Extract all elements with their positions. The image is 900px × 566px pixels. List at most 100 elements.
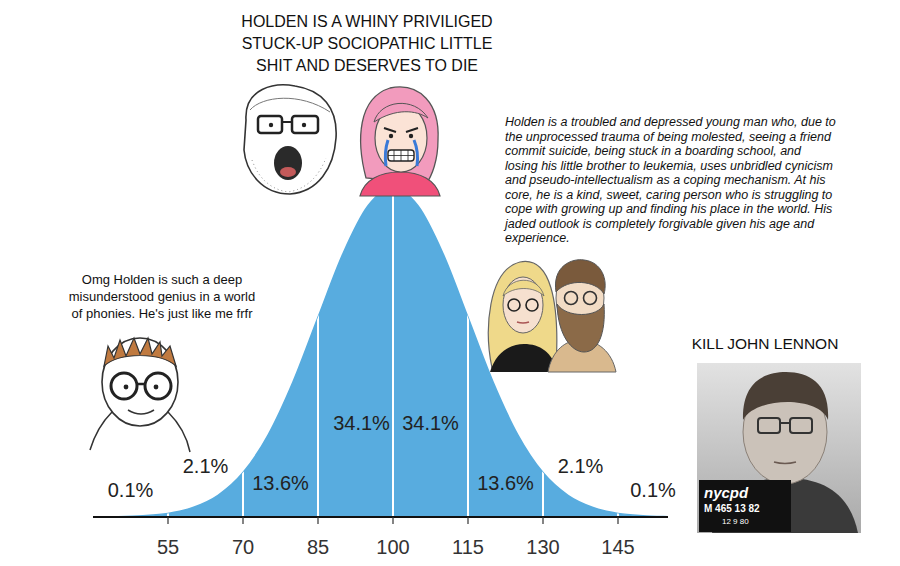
top-annotation: SHIT AND DESERVES TO DIE [256, 57, 478, 74]
nerd-glasses-bridge [137, 383, 145, 386]
mugshot-hair [743, 372, 828, 420]
soyjak-mouth [274, 146, 302, 180]
tick-label: 100 [376, 536, 409, 558]
tick-mark [617, 517, 618, 524]
tick-mark [317, 517, 318, 524]
tick-mark [242, 517, 243, 524]
right-annotation: core, he is a kind, sweet, caring person… [505, 188, 832, 202]
grid-line [242, 183, 244, 517]
tick-mark [467, 517, 468, 524]
soyjak-glasses-bridge [282, 121, 292, 123]
band-percent-label: 34.1% [402, 412, 459, 434]
right-annotation: jaded outlook is completely forgivable g… [503, 217, 815, 231]
man-glasses [584, 292, 597, 305]
tick-label: 70 [232, 536, 254, 558]
grid-line [467, 183, 469, 517]
tick-mark [167, 517, 168, 524]
pink-girl-teeth-lines [388, 150, 414, 161]
mugshot-placard [699, 480, 791, 532]
soyjak-stubble [252, 158, 326, 192]
left-annotation: misunderstood genius in a world [69, 289, 255, 304]
nerd-glasses-right [145, 373, 171, 399]
woman-mouth [517, 322, 529, 323]
tick-label: 55 [157, 536, 179, 558]
grid [168, 183, 618, 517]
nerd-head [102, 338, 178, 426]
pink-girl-tears [385, 140, 417, 166]
nerd-drawing [90, 338, 190, 452]
nerd-glasses-left [111, 373, 137, 399]
soyjak-brow [250, 98, 330, 112]
grid-line [392, 183, 394, 517]
mugshot-glasses [790, 418, 812, 433]
woman-glasses [508, 299, 520, 311]
bearded-man-drawing [548, 260, 616, 372]
curve-line [93, 188, 668, 517]
band-percent-label: 0.1% [108, 479, 154, 501]
top-annotation: STUCK-UP SOCIOPATHIC LITTLE [242, 35, 493, 52]
mugshot-glasses-bridge [780, 422, 790, 424]
left-annotation: of phonies. He's just like me frfr [72, 306, 254, 321]
pink-girl-drawing [360, 87, 440, 196]
mugshot-photo [697, 363, 861, 533]
soyjak-glasses-right [292, 116, 318, 133]
tick-label: 115 [452, 536, 484, 558]
mugshot-mouth [774, 462, 796, 464]
nerd-eye [124, 385, 129, 390]
tick-label: 85 [307, 536, 329, 558]
band-percent-label: 13.6% [252, 472, 309, 494]
pink-girl-shirt [360, 172, 440, 196]
top-annotation: HOLDEN IS A WHINY PRIVILIGED [241, 13, 492, 30]
right-annotation: experience. [505, 231, 570, 245]
soyjak-eye [269, 123, 273, 127]
man-glasses [565, 292, 578, 305]
x-axis-line [93, 516, 668, 518]
mugshot-placard-text: 12 9 80 [722, 517, 749, 526]
pink-girl-hair [361, 87, 438, 184]
right-annotation: losing his little brother to leukemia, u… [505, 159, 833, 173]
man-hair [555, 260, 605, 294]
band-percent-label: 0.1% [630, 479, 676, 501]
pink-girl-face [375, 104, 427, 172]
soyjak-tongue [280, 167, 296, 177]
grid-line [617, 183, 619, 517]
nerd-mouth [128, 410, 154, 414]
tick-mark [392, 517, 393, 524]
band-percent-label: 2.1% [558, 455, 604, 477]
pink-girl-bangs [374, 103, 428, 122]
left-annotation: Omg Holden is such a deep [82, 272, 242, 287]
tick-label: 145 [601, 536, 634, 558]
pink-girl-eye [389, 134, 393, 138]
woman-top [490, 344, 558, 372]
mugshot-background [697, 363, 861, 533]
woman-glasses [526, 299, 538, 311]
pink-girl-brows [384, 128, 418, 132]
soyjak-head [244, 85, 336, 194]
tick-label: 130 [526, 536, 559, 558]
soyjak-glasses-left [258, 116, 282, 133]
blonde-woman-drawing [488, 261, 558, 372]
band-percent-label: 2.1% [183, 455, 229, 477]
soyjak-eye [302, 123, 306, 127]
far-right-annotation: KILL JOHN LENNON [692, 335, 839, 352]
plot-area [93, 183, 668, 517]
band-percent-label: 34.1% [333, 412, 390, 434]
nerd-eye [154, 385, 159, 390]
chart: 55 70 85 100 115 130 145 0.1% 2.1% 13.6% 34.1% 34.1… [0, 0, 900, 566]
woman-bangs [503, 280, 544, 296]
right-annotation: the unprocessed trauma of being molested… [505, 130, 832, 144]
pink-girl-eye [409, 134, 413, 138]
right-annotation: and pseudo-intellectualism as a coping m… [505, 173, 826, 187]
right-annotation: Holden is a troubled and depressed young… [505, 115, 836, 129]
band-percent-label: 13.6% [477, 472, 534, 494]
pink-girl-teeth [388, 150, 414, 161]
right-annotation: commit suicide, being stuck in a boardin… [505, 144, 802, 158]
man-beard [557, 304, 604, 352]
grid-line [317, 183, 319, 517]
mugshot-glasses [758, 418, 780, 433]
soyjak-drawing [244, 85, 336, 194]
tick-mark [542, 517, 543, 524]
mugshot-placard-text: nycpd [704, 484, 749, 501]
curve-area [93, 188, 668, 517]
nerd-hair [104, 338, 176, 366]
